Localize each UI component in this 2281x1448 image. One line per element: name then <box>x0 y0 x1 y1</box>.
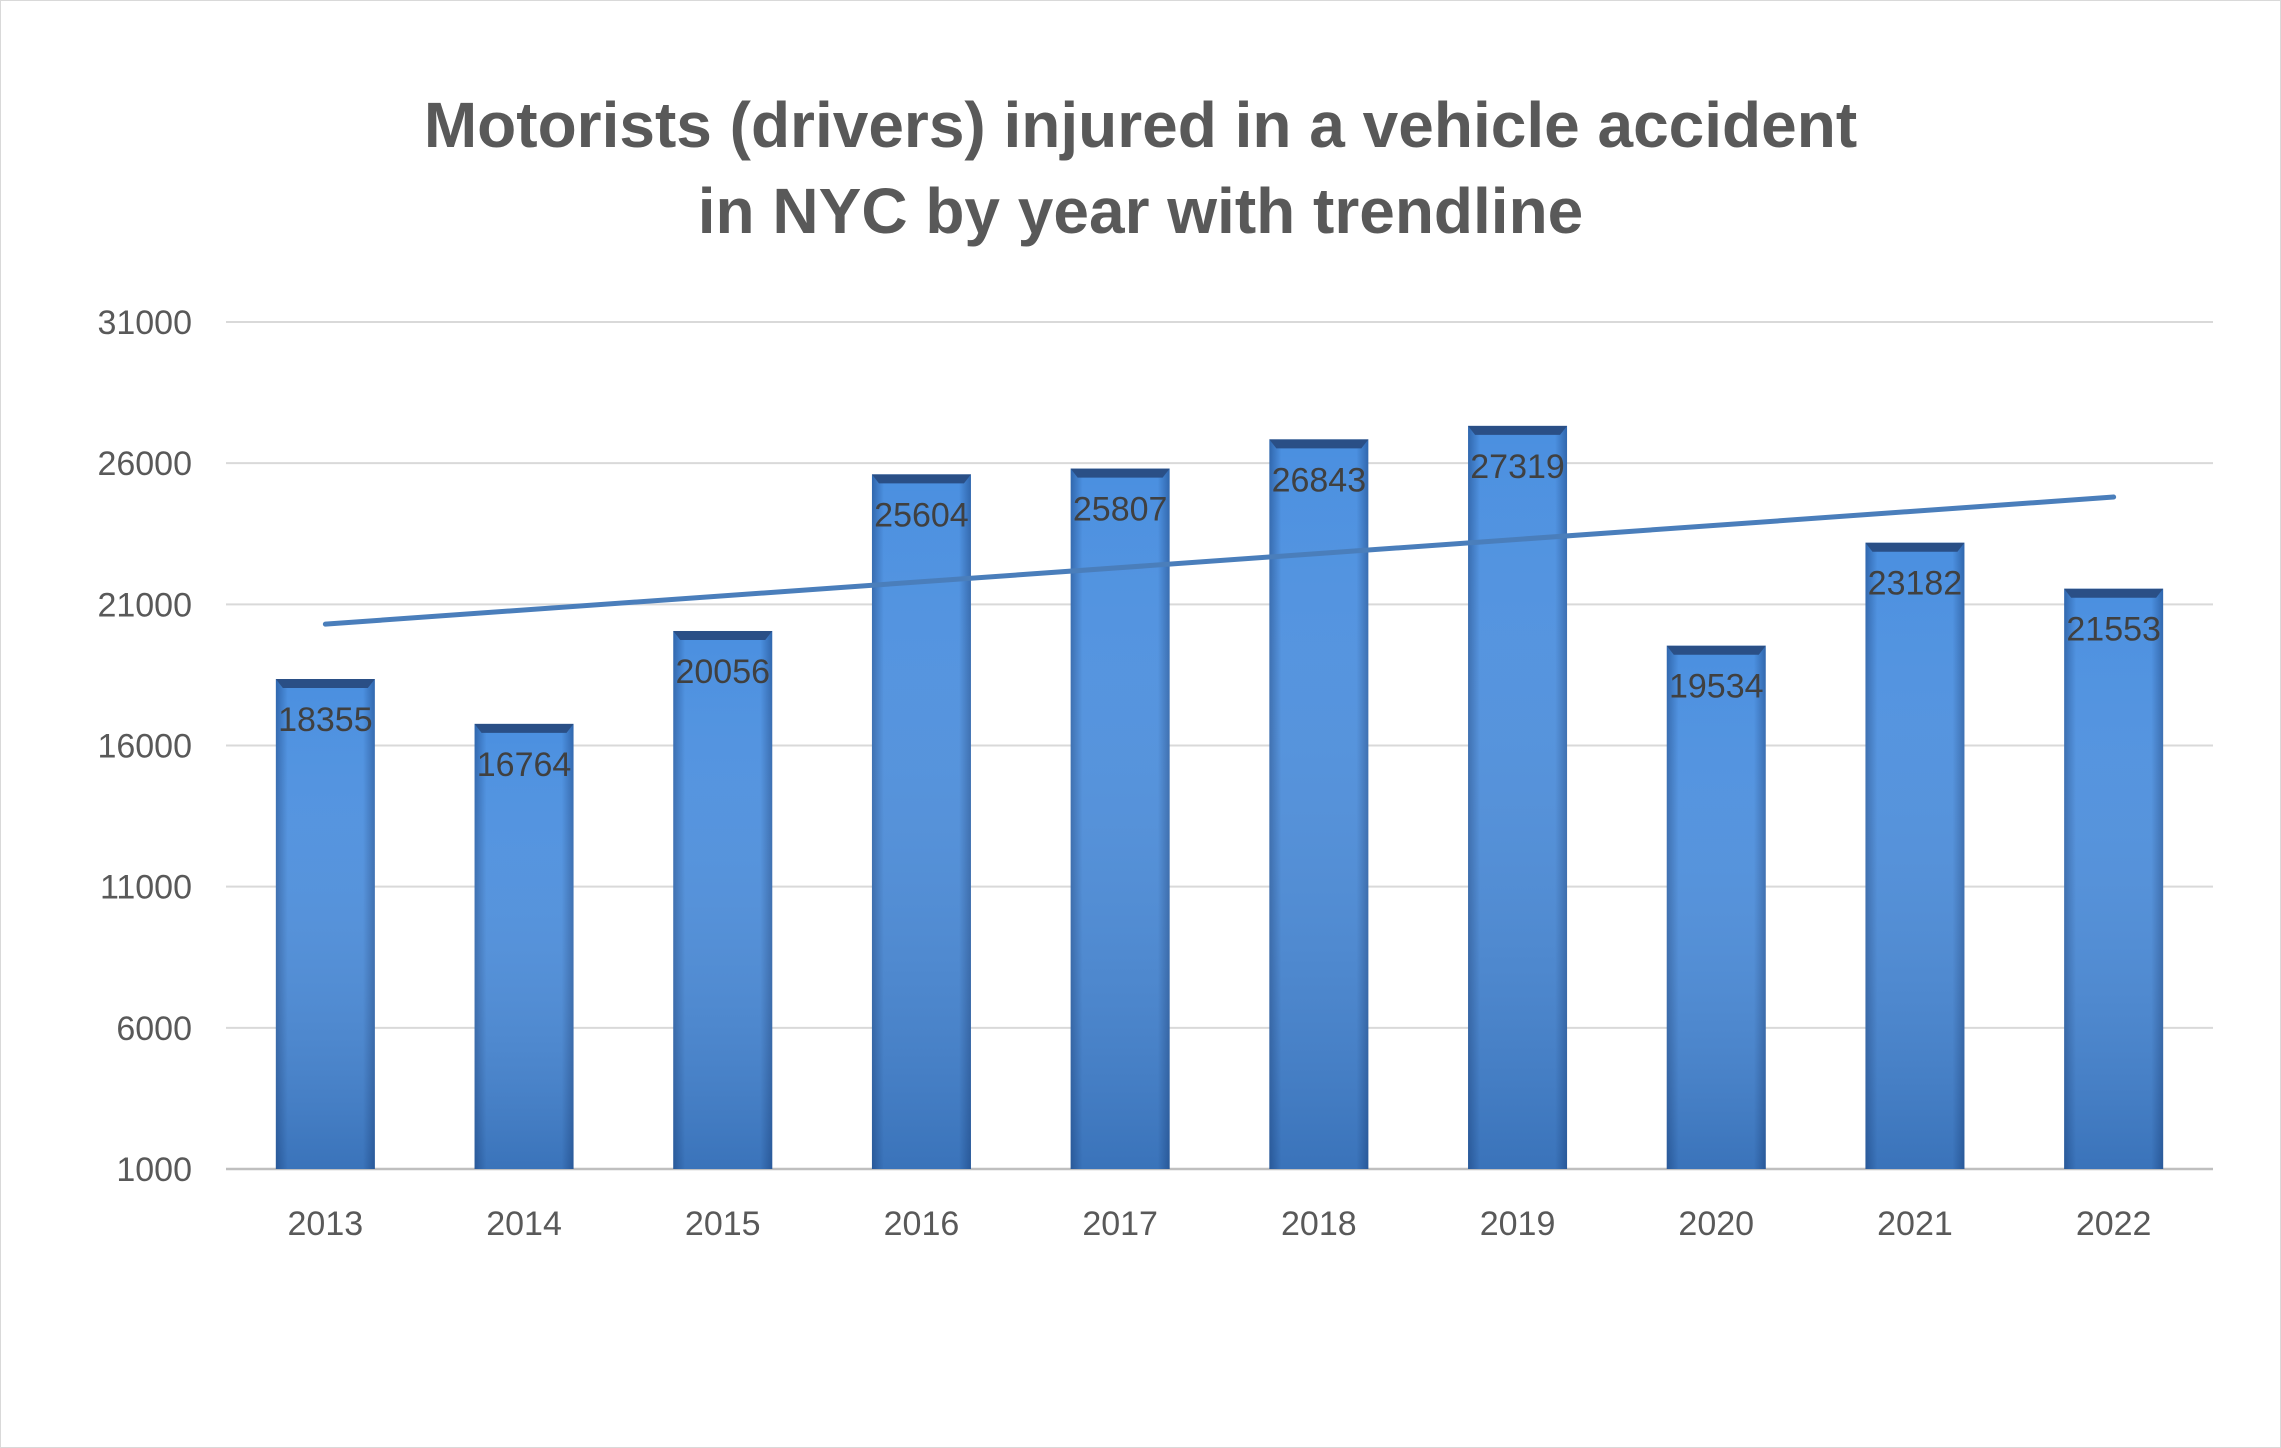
bar-2019 <box>1468 425 1568 1170</box>
trendline <box>322 494 2117 627</box>
data-label: 18355 <box>278 701 373 739</box>
x-tick-label: 2022 <box>2076 1205 2152 1243</box>
bar-bevel <box>871 474 971 484</box>
data-label: 20056 <box>675 653 770 691</box>
bars <box>275 425 2164 1170</box>
bar-bevel <box>1070 468 1170 478</box>
y-tick-label: 26000 <box>97 445 192 483</box>
bar-shade <box>1468 425 1568 1170</box>
data-labels: 18355 16764 20056 25604 25807 26843 27319 19534… <box>278 448 2161 784</box>
y-tick-label: 16000 <box>97 728 192 766</box>
data-label: 26843 <box>1272 461 1367 499</box>
bar-bevel <box>474 723 574 733</box>
data-label: 25604 <box>874 496 969 534</box>
data-label: 16764 <box>477 746 572 784</box>
bar-2017 <box>1070 468 1170 1169</box>
chart-title-line-2: in NYC by year with trendline <box>697 175 1584 247</box>
bar-2016 <box>871 474 971 1170</box>
data-label: 21553 <box>2066 611 2161 649</box>
x-tick-label: 2017 <box>1082 1205 1158 1243</box>
x-tick-label: 2014 <box>486 1205 562 1243</box>
bar-shade <box>1070 468 1170 1169</box>
y-tick-label: 6000 <box>116 1010 192 1048</box>
data-label: 19534 <box>1669 668 1764 706</box>
bar-bevel <box>2064 588 2164 598</box>
y-tick-label: 31000 <box>97 304 192 342</box>
bar-bevel <box>1468 425 1568 435</box>
bar-2014 <box>474 723 574 1169</box>
x-tick-label: 2013 <box>288 1205 364 1243</box>
bar-2015 <box>673 630 773 1169</box>
y-tick-label: 21000 <box>97 586 192 624</box>
x-tick-label: 2018 <box>1281 1205 1357 1243</box>
x-tick-label: 2016 <box>884 1205 960 1243</box>
bar-shade <box>2064 588 2164 1169</box>
data-label: 23182 <box>1868 565 1963 603</box>
bar-2020 <box>1666 645 1766 1169</box>
data-label: 27319 <box>1470 448 1565 486</box>
bar-bevel <box>673 630 773 640</box>
bar-bevel <box>1865 542 1965 552</box>
bar-shade <box>1269 439 1369 1169</box>
x-tick-label: 2021 <box>1877 1205 1953 1243</box>
x-axis-tick-labels: 2013 2014 2015 2016 2017 2018 2019 2020 2021 2022 <box>288 1205 2152 1243</box>
x-tick-label: 2020 <box>1678 1205 1754 1243</box>
bar-2013 <box>275 679 375 1169</box>
bar-2022 <box>2064 588 2164 1169</box>
chart-title-line-1: Motorists (drivers) injured in a vehicle… <box>423 89 1858 161</box>
bar-bevel <box>1269 439 1369 449</box>
bar-2021 <box>1865 542 1965 1169</box>
bar-shade <box>673 630 773 1169</box>
bar-shade <box>1666 645 1766 1169</box>
x-tick-label: 2015 <box>685 1205 761 1243</box>
bar-shade <box>474 723 574 1169</box>
bar-shade <box>1865 542 1965 1169</box>
y-axis-tick-labels: 1000 6000 11000 16000 21000 26000 31000 <box>97 304 192 1189</box>
chart-title: Motorists (drivers) injured in a vehicle… <box>0 82 2281 254</box>
trendline-layer <box>322 494 2117 627</box>
bar-bevel <box>275 679 375 689</box>
bar-2018 <box>1269 439 1369 1169</box>
bar-bevel <box>1666 645 1766 655</box>
y-tick-label: 1000 <box>116 1151 192 1189</box>
data-label: 25807 <box>1073 491 1168 529</box>
bar-shade <box>871 474 971 1170</box>
x-tick-label: 2019 <box>1480 1205 1556 1243</box>
bar-shade <box>275 679 375 1169</box>
y-tick-label: 11000 <box>100 869 192 907</box>
